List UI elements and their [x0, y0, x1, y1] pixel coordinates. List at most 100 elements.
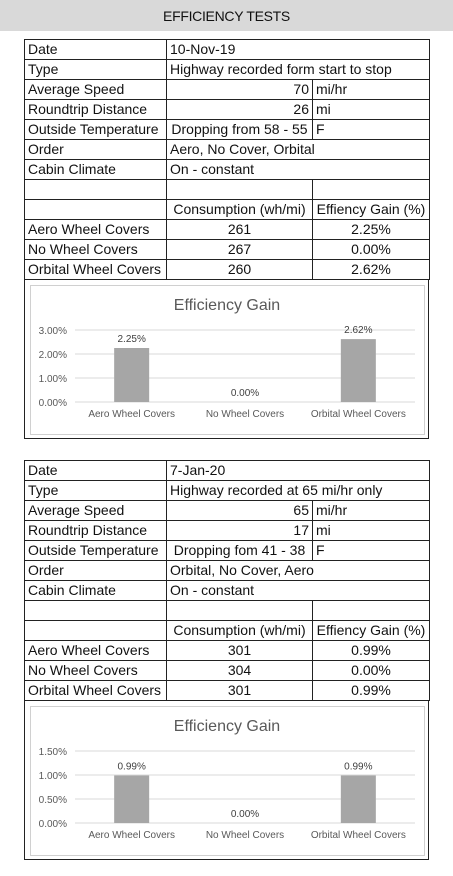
- date-row: Date 10-Nov-19: [24, 39, 430, 60]
- row-gain: 0.99%: [311, 640, 431, 661]
- row-consumption: 304: [166, 660, 313, 681]
- x-tick-label: Aero Wheel Covers: [88, 409, 175, 420]
- type-value: Highway recorded at 65 mi/hr only: [165, 480, 431, 501]
- row-consumption: 260: [166, 259, 313, 280]
- row-name: Aero Wheel Covers: [24, 640, 167, 661]
- row-gain: 2.62%: [312, 259, 430, 280]
- speed-label: Average Speed: [24, 500, 167, 521]
- data-label: 2.62%: [344, 325, 372, 336]
- speed-unit: mi/hr: [311, 500, 431, 521]
- climate-label: Cabin Climate: [24, 580, 167, 601]
- speed-value: 70: [166, 79, 313, 100]
- bar: [114, 348, 150, 402]
- row-gain: 0.00%: [311, 660, 431, 681]
- order-row: Order Orbital, No Cover, Aero: [24, 560, 431, 581]
- bar: [340, 339, 376, 402]
- type-label: Type: [24, 59, 167, 80]
- row-name: Aero Wheel Covers: [24, 219, 167, 240]
- blank-row: [24, 179, 430, 200]
- efficiency-chart-1: Efficiency Gain 0.00% 1.00% 2.00% 3.00% 2.25%…: [30, 285, 425, 435]
- gain-header: Effiency Gain (%): [311, 620, 431, 641]
- y-tick-label: 1.00%: [39, 374, 67, 385]
- x-tick-label: Orbital Wheel Covers: [311, 409, 406, 420]
- x-tick-label: No Wheel Covers: [206, 830, 284, 841]
- order-label: Order: [24, 139, 167, 160]
- y-tick-label: 1.00%: [39, 771, 67, 782]
- x-tick-label: No Wheel Covers: [206, 409, 284, 420]
- date-label: Date: [24, 460, 167, 481]
- test-spec-table-2: Date 7-Jan-20 Type Highway recorded at 6…: [24, 460, 431, 701]
- table-row: Aero Wheel Covers 301 0.99%: [24, 640, 431, 661]
- data-label: 2.25%: [117, 334, 145, 345]
- x-tick-label: Orbital Wheel Covers: [311, 830, 406, 841]
- row-name: Orbital Wheel Covers: [24, 680, 167, 701]
- date-value: 10-Nov-19: [166, 39, 430, 60]
- row-gain: 0.99%: [311, 680, 431, 701]
- consumption-header: Consumption (wh/mi): [166, 620, 313, 641]
- distance-unit: mi: [312, 99, 430, 120]
- row-name: Orbital Wheel Covers: [24, 259, 167, 280]
- test-block-1: Date 10-Nov-19 Type Highway recorded for…: [24, 39, 430, 439]
- distance-label: Roundtrip Distance: [24, 99, 167, 120]
- temperature-unit: F: [311, 540, 431, 561]
- table-row: No Wheel Covers 304 0.00%: [24, 660, 431, 681]
- distance-value: 26: [166, 99, 313, 120]
- y-tick-label: 0.50%: [39, 795, 67, 806]
- temperature-row: Outside Temperature Dropping from 58 - 5…: [24, 119, 430, 140]
- type-value: Highway recorded form start to stop: [166, 59, 430, 80]
- chart-title: Efficiency Gain: [174, 718, 280, 735]
- chart-title: Efficiency Gain: [174, 297, 280, 314]
- chart-frame-1: Efficiency Gain 0.00% 1.00% 2.00% 3.00% 2.25%…: [24, 280, 429, 439]
- speed-label: Average Speed: [24, 79, 167, 100]
- row-consumption: 301: [166, 680, 313, 701]
- row-name: No Wheel Covers: [24, 660, 167, 681]
- date-row: Date 7-Jan-20: [24, 460, 431, 481]
- table-row: Orbital Wheel Covers 260 2.62%: [24, 259, 430, 280]
- distance-value: 17: [166, 520, 313, 541]
- type-label: Type: [24, 480, 167, 501]
- y-tick-label: 0.00%: [39, 398, 67, 409]
- data-label: 0.99%: [117, 761, 145, 772]
- type-row: Type Highway recorded form start to stop: [24, 59, 430, 80]
- chart-svg-1: Efficiency Gain 0.00% 1.00% 2.00% 3.00% 2.25%…: [39, 297, 415, 420]
- table-row: Aero Wheel Covers 261 2.25%: [24, 219, 430, 240]
- page-title: EFFICIENCY TESTS: [0, 0, 453, 31]
- test-spec-table-1: Date 10-Nov-19 Type Highway recorded for…: [24, 39, 430, 280]
- speed-row: Average Speed 70 mi/hr: [24, 79, 430, 100]
- column-header-row: Consumption (wh/mi) Effiency Gain (%): [24, 199, 430, 220]
- chart-frame-2: Efficiency Gain 0.00% 0.50% 1.00% 1.50% 0.99%…: [24, 701, 429, 860]
- order-row: Order Aero, No Cover, Orbital: [24, 139, 430, 160]
- order-label: Order: [24, 560, 167, 581]
- climate-row: Cabin Climate On - constant: [24, 159, 430, 180]
- efficiency-chart-2: Efficiency Gain 0.00% 0.50% 1.00% 1.50% 0.99%…: [30, 706, 425, 856]
- climate-value: On - constant: [165, 580, 431, 601]
- y-tick-label: 3.00%: [39, 326, 67, 337]
- date-label: Date: [24, 39, 167, 60]
- speed-unit: mi/hr: [312, 79, 430, 100]
- table-row: Orbital Wheel Covers 301 0.99%: [24, 680, 431, 701]
- bar: [340, 775, 376, 823]
- test-block-2: Date 7-Jan-20 Type Highway recorded at 6…: [24, 460, 431, 860]
- temperature-unit: F: [312, 119, 430, 140]
- data-label: 0.99%: [344, 761, 372, 772]
- climate-label: Cabin Climate: [24, 159, 167, 180]
- speed-value: 65: [166, 500, 313, 521]
- type-row: Type Highway recorded at 65 mi/hr only: [24, 480, 431, 501]
- temperature-value: Dropping fom 41 - 38: [166, 540, 313, 561]
- table-row: No Wheel Covers 267 0.00%: [24, 239, 430, 260]
- column-header-row: Consumption (wh/mi) Effiency Gain (%): [24, 620, 431, 641]
- distance-label: Roundtrip Distance: [24, 520, 167, 541]
- bar: [114, 775, 150, 823]
- row-name: No Wheel Covers: [24, 239, 167, 260]
- speed-row: Average Speed 65 mi/hr: [24, 500, 431, 521]
- blank-row: [24, 600, 431, 621]
- climate-value: On - constant: [166, 159, 430, 180]
- y-tick-label: 1.50%: [39, 747, 67, 758]
- row-gain: 2.25%: [312, 219, 430, 240]
- date-value: 7-Jan-20: [165, 460, 431, 481]
- order-value: Aero, No Cover, Orbital: [166, 139, 430, 160]
- row-consumption: 261: [166, 219, 313, 240]
- temperature-label: Outside Temperature: [24, 540, 167, 561]
- data-label: 0.00%: [231, 809, 259, 820]
- distance-row: Roundtrip Distance 17 mi: [24, 520, 431, 541]
